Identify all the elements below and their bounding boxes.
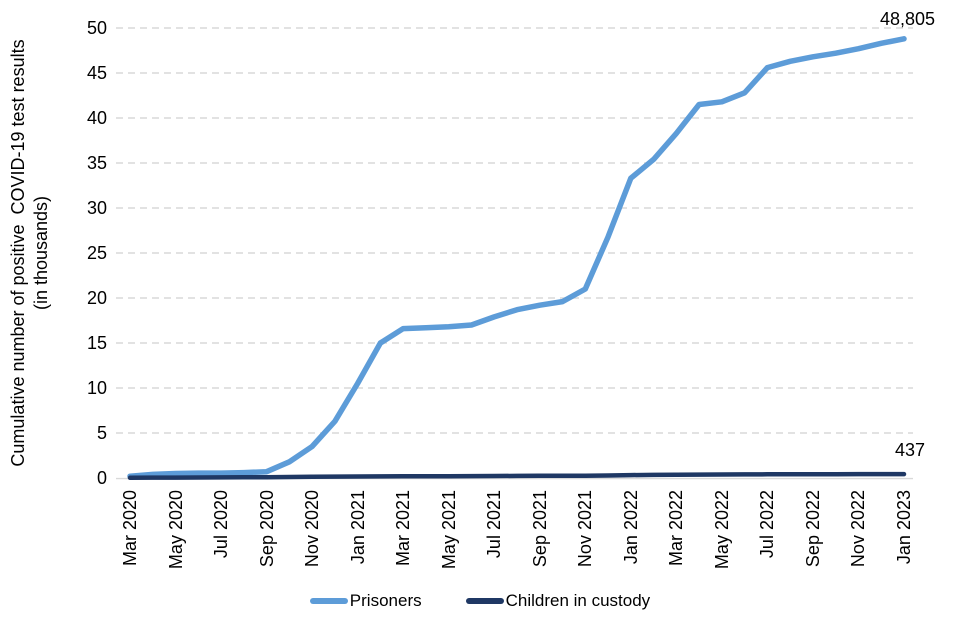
x-tick-label-jan-2021: Jan 2021: [347, 490, 368, 565]
legend-label-prisoners: Prisoners: [349, 591, 422, 610]
x-tick-label-jan-2023: Jan 2023: [894, 490, 914, 565]
x-tick-label-jul-2021: Jul 2021: [484, 490, 505, 559]
y-tick-label-0: 0: [96, 468, 107, 488]
legend: Prisoners Children in custody: [0, 591, 960, 611]
children-in-custody-line-swatch: [465, 598, 504, 604]
x-tick-label-mar-2021: Mar 2021: [393, 490, 414, 567]
x-tick-label-nov-2021: Nov 2021: [575, 490, 596, 568]
x-tick-label-may-2020: May 2020: [165, 490, 186, 570]
y-tick-label-40: 40: [86, 108, 107, 128]
x-tick-label-jul-2020: Jul 2020: [211, 490, 232, 559]
y-tick-label-50: 50: [86, 18, 107, 38]
children-final-value-label: 437: [894, 440, 925, 460]
x-tick-label-may-2022: May 2022: [711, 490, 732, 570]
y-tick-label-35: 35: [86, 153, 107, 173]
x-tick-label-nov-2022: Nov 2022: [848, 490, 869, 568]
x-tick-label-sep-2022: Sep 2022: [802, 490, 823, 568]
legend-item-prisoners: Prisoners: [309, 591, 422, 611]
x-tick-label-sep-2020: Sep 2020: [256, 490, 277, 568]
legend-label-children-in-custody: Children in custody: [505, 591, 651, 610]
x-tick-label-jul-2022: Jul 2022: [757, 490, 778, 559]
x-tick-label-mar-2020: Mar 2020: [120, 490, 140, 567]
y-tick-label-15: 15: [86, 333, 107, 353]
x-tick-label-nov-2020: Nov 2020: [302, 490, 323, 568]
y-tick-label-45: 45: [86, 63, 107, 83]
y-tick-label-20: 20: [86, 288, 107, 308]
x-tick-label-may-2021: May 2021: [438, 490, 459, 570]
prisoners-line-swatch: [309, 598, 348, 604]
legend-item-children-in-custody: Children in custody: [465, 591, 651, 611]
y-tick-label-30: 30: [86, 198, 107, 218]
x-tick-label-jan-2022: Jan 2022: [620, 490, 641, 565]
prisoners-final-value-label: 48,805: [879, 9, 935, 29]
x-tick-label-mar-2022: Mar 2022: [666, 490, 687, 567]
series-line-children-in-custody: [127, 471, 907, 481]
x-tick-label-sep-2021: Sep 2021: [529, 490, 550, 568]
y-tick-label-25: 25: [86, 243, 107, 263]
series-line-prisoners: [127, 36, 907, 479]
y-tick-label-10: 10: [86, 378, 107, 398]
y-tick-label-5: 5: [96, 423, 107, 443]
